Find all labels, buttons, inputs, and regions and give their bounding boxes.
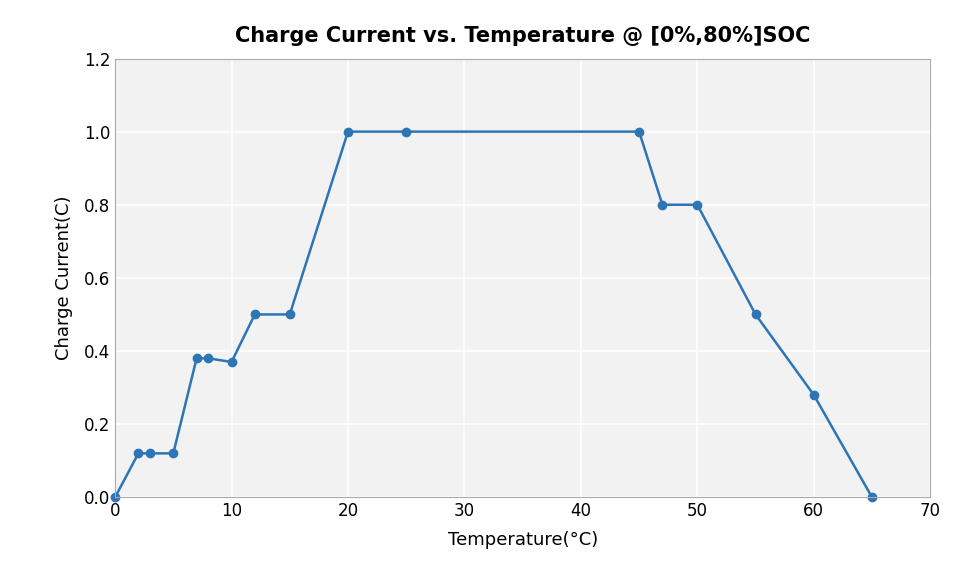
Y-axis label: Charge Current(C): Charge Current(C) [55, 195, 73, 360]
X-axis label: Temperature(°C): Temperature(°C) [448, 531, 597, 549]
Title: Charge Current vs. Temperature @ [0%,80%]SOC: Charge Current vs. Temperature @ [0%,80%… [235, 26, 810, 46]
